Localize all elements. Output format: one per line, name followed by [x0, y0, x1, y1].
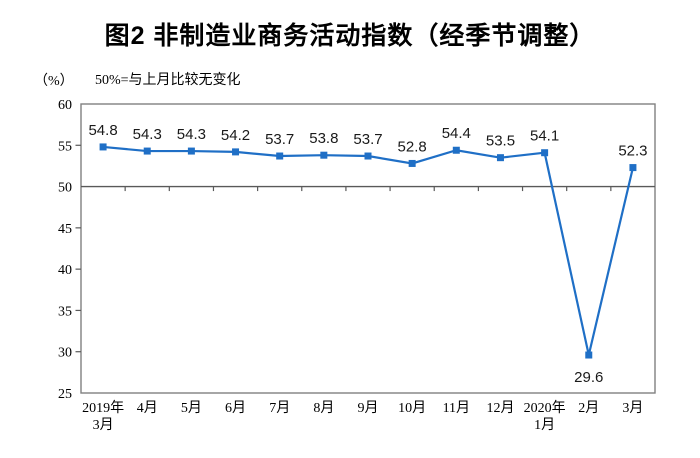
plot-frame [80, 103, 656, 394]
x-axis-tick-label: 4月 [137, 400, 158, 416]
data-point-marker [276, 152, 284, 160]
x-axis-tick-label: 5月 [181, 400, 202, 416]
x-axis-tick-label: 2020年 [524, 400, 566, 416]
data-point-label: 53.7 [353, 131, 382, 148]
series-line [102, 145, 634, 356]
x-axis-tick-label: 3月 [93, 417, 114, 433]
data-point-marker [541, 149, 549, 157]
data-point-label: 53.5 [486, 133, 515, 150]
chart-title: 图2 非制造业商务活动指数（经季节调整） [104, 22, 596, 50]
data-point-marker [187, 147, 195, 155]
data-point-marker [99, 143, 107, 151]
data-point-label: 53.8 [309, 130, 338, 147]
data-point-label: 29.6 [574, 369, 603, 386]
x-axis-tick-label: 7月 [269, 400, 290, 416]
data-point-marker [232, 148, 240, 156]
data-point-label: 52.8 [398, 138, 427, 155]
x-axis-tick-label: 9月 [358, 400, 379, 416]
y-axis-tick-label: 55 [58, 139, 72, 154]
data-point-marker [585, 351, 593, 359]
data-point-marker [629, 164, 637, 172]
x-axis-tick-label: 3月 [622, 400, 643, 416]
x-axis-tick-label: 2019年 [82, 400, 124, 416]
x-axis-tick-label: 11月 [443, 400, 470, 416]
y-axis-unit-label: （%） [34, 74, 74, 89]
x-axis-tick-label: 12月 [486, 400, 514, 416]
data-point-label: 54.3 [177, 126, 206, 143]
y-axis-tick-label: 40 [58, 263, 72, 278]
x-axis-tick-label: 6月 [225, 400, 246, 416]
y-axis-tick-label: 25 [58, 387, 72, 402]
data-point-label: 53.7 [265, 131, 294, 148]
data-point-marker [364, 152, 372, 160]
x-axis-tick-label: 8月 [313, 400, 334, 416]
data-point-label: 54.2 [221, 127, 250, 144]
data-point-label: 52.3 [618, 143, 647, 160]
y-axis-tick-label: 60 [58, 98, 72, 113]
data-point-marker [320, 151, 328, 159]
x-axis-tick-label: 10月 [398, 400, 426, 416]
data-point-marker [408, 159, 416, 167]
y-axis-tick-label: 45 [58, 222, 72, 237]
data-point-marker [452, 146, 460, 154]
data-point-marker [496, 154, 504, 162]
y-axis-tick-label: 35 [58, 304, 72, 319]
data-point-label: 54.1 [530, 128, 559, 145]
chart-note: 50%=与上月比较无变化 [95, 73, 241, 88]
data-point-marker [143, 147, 151, 155]
data-point-label: 54.3 [133, 126, 162, 143]
x-axis-tick-label: 1月 [534, 417, 555, 433]
x-axis-tick-label: 2月 [578, 400, 599, 416]
data-point-label: 54.4 [442, 125, 471, 142]
data-point-label: 54.8 [88, 122, 117, 139]
y-axis-tick-label: 50 [58, 181, 72, 196]
y-axis-tick-label: 30 [58, 346, 72, 361]
